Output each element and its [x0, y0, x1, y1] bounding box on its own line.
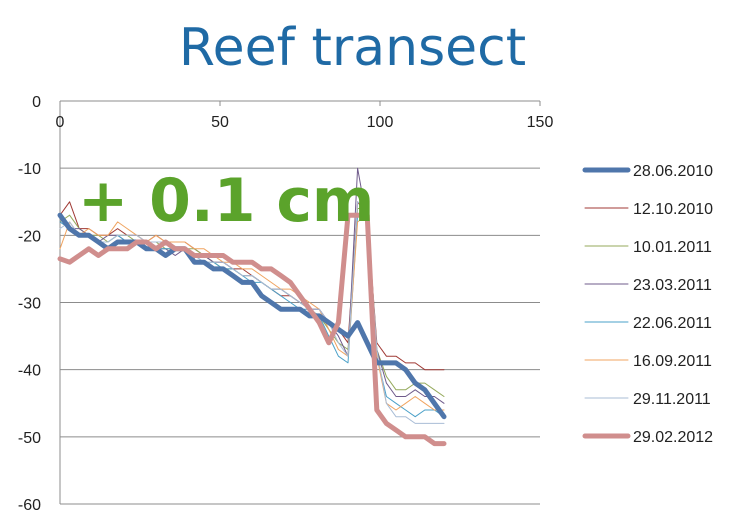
- legend-label: 12.10.2010: [633, 201, 713, 218]
- legend-label: 29.11.2011: [633, 391, 711, 408]
- x-tick-label: 100: [367, 114, 394, 131]
- legend-label: 22.06.2011: [633, 315, 712, 332]
- legend: 28.06.2010 12.10.2010 10.01.2011 23.03.2011…: [582, 163, 713, 446]
- series-line-16.09.2011: [59, 214, 445, 411]
- legend-label: 23.03.2011: [633, 277, 712, 294]
- y-tick-label: -20: [18, 228, 41, 245]
- x-tick-label: 150: [527, 114, 554, 131]
- y-tick-label: -60: [18, 497, 41, 514]
- legend-label: 29.02.2012: [633, 429, 713, 446]
- x-tick-label: 50: [211, 114, 229, 131]
- series-line-29.02.2012: [57, 212, 447, 447]
- y-tick-label: -40: [18, 363, 41, 380]
- annotation-label: + 0.1 cm: [78, 166, 374, 236]
- series-line-22.06.2011: [59, 214, 445, 418]
- series-line-29.11.2011: [59, 201, 445, 424]
- y-tick-label: -10: [18, 161, 41, 178]
- legend-label: 16.09.2011: [633, 353, 712, 370]
- axes: 0 -10 -20 -30 -40 -50 -60 0 50 100 150: [18, 94, 554, 514]
- series-line-28.06.2010: [57, 212, 447, 420]
- legend-label: 28.06.2010: [633, 163, 713, 180]
- legend-label: 10.01.2011: [633, 239, 712, 256]
- y-tick-label: 0: [32, 94, 41, 111]
- series-lines: [57, 167, 447, 447]
- x-tick-label: 0: [56, 114, 65, 131]
- y-tick-label: -50: [18, 430, 41, 447]
- chart-title: Reef transect: [178, 18, 527, 78]
- y-tick-label: -30: [18, 296, 41, 313]
